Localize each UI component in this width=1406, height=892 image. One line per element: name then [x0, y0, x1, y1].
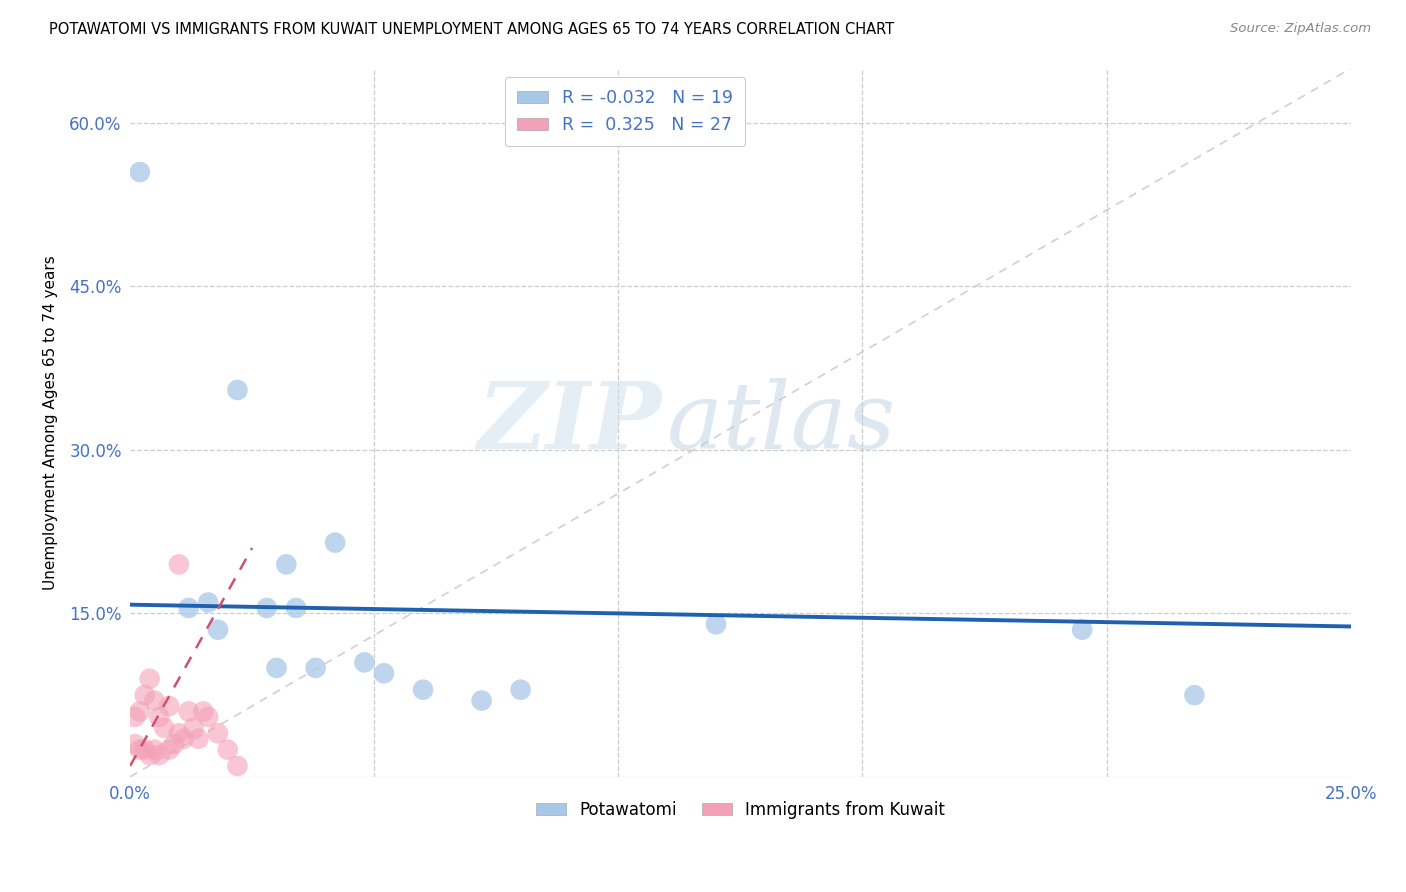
Point — [134, 742, 156, 756]
Text: POTAWATOMI VS IMMIGRANTS FROM KUWAIT UNEMPLOYMENT AMONG AGES 65 TO 74 YEARS CORR: POTAWATOMI VS IMMIGRANTS FROM KUWAIT UNE… — [49, 22, 894, 37]
Point — [197, 595, 219, 609]
Point — [167, 558, 190, 572]
Point — [177, 601, 200, 615]
Point — [1071, 623, 1094, 637]
Point — [704, 617, 727, 632]
Point — [177, 705, 200, 719]
Point — [153, 721, 176, 735]
Y-axis label: Unemployment Among Ages 65 to 74 years: Unemployment Among Ages 65 to 74 years — [44, 255, 58, 591]
Point — [207, 623, 229, 637]
Point — [157, 699, 180, 714]
Point — [1184, 688, 1206, 702]
Point — [173, 731, 195, 746]
Point — [285, 601, 308, 615]
Point — [187, 731, 209, 746]
Point — [157, 742, 180, 756]
Point — [128, 165, 150, 179]
Point — [373, 666, 395, 681]
Point — [353, 656, 375, 670]
Point — [412, 682, 434, 697]
Point — [226, 759, 249, 773]
Point — [304, 661, 326, 675]
Point — [124, 710, 146, 724]
Point — [183, 721, 205, 735]
Text: Source: ZipAtlas.com: Source: ZipAtlas.com — [1230, 22, 1371, 36]
Point — [276, 558, 298, 572]
Point — [128, 705, 150, 719]
Point — [207, 726, 229, 740]
Text: atlas: atlas — [666, 377, 897, 467]
Point — [143, 742, 166, 756]
Point — [266, 661, 288, 675]
Point — [138, 747, 160, 762]
Point — [138, 672, 160, 686]
Point — [124, 737, 146, 751]
Point — [256, 601, 278, 615]
Point — [217, 742, 239, 756]
Point — [226, 383, 249, 397]
Point — [143, 693, 166, 707]
Point — [134, 688, 156, 702]
Text: ZIP: ZIP — [477, 377, 661, 467]
Point — [323, 535, 346, 549]
Point — [163, 737, 186, 751]
Point — [148, 710, 170, 724]
Point — [128, 742, 150, 756]
Point — [471, 693, 494, 707]
Point — [148, 747, 170, 762]
Point — [197, 710, 219, 724]
Point — [509, 682, 531, 697]
Legend: Potawatomi, Immigrants from Kuwait: Potawatomi, Immigrants from Kuwait — [529, 794, 952, 825]
Point — [193, 705, 215, 719]
Point — [167, 726, 190, 740]
